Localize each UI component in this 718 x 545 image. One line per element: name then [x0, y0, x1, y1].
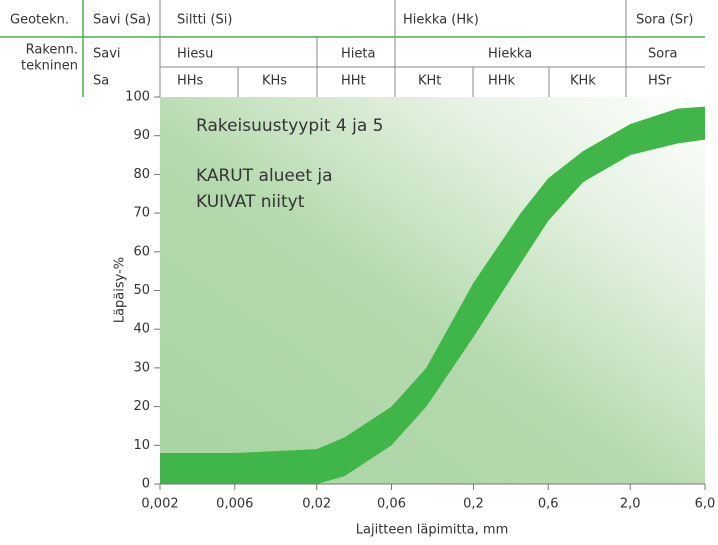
- header-class: Siltti (Si): [177, 13, 232, 28]
- x-tick-label: 6,0: [695, 497, 716, 512]
- header-abbrev: KHt: [418, 74, 441, 89]
- header-class: Sora (Sr): [636, 13, 693, 28]
- y-tick-label: 40: [133, 322, 150, 337]
- y-axis-label: Läpäisy-%: [113, 257, 128, 323]
- header-abbrev: Sa: [93, 74, 109, 89]
- header-class: Hiesu: [177, 47, 213, 62]
- annotation: Rakeisuustyypit 4 ja 5: [196, 116, 384, 136]
- annotation: KARUT alueet ja: [196, 166, 333, 186]
- header-label: Rakenn.: [26, 43, 78, 58]
- annotation: KUIVAT niityt: [196, 192, 305, 212]
- x-tick-label: 2,0: [620, 497, 641, 512]
- y-tick-label: 80: [133, 167, 150, 182]
- header-class: Hieta: [341, 47, 375, 62]
- x-tick-label: 0,06: [377, 497, 406, 512]
- y-tick-label: 10: [133, 438, 150, 453]
- y-tick-label: 90: [133, 128, 150, 143]
- x-tick-label: 0,006: [216, 497, 253, 512]
- header-lines: [0, 0, 705, 97]
- header-abbrev: KHk: [570, 74, 596, 89]
- header-abbrev: HHs: [177, 74, 204, 89]
- header-abbrev: HHt: [341, 74, 366, 89]
- x-tick-label: 0,6: [538, 497, 559, 512]
- x-tick-label: 0,02: [302, 497, 331, 512]
- y-tick-label: 20: [133, 399, 150, 414]
- header-class: Savi (Sa): [93, 13, 151, 28]
- y-tick-label: 50: [133, 283, 150, 298]
- header-abbrev: HHk: [488, 74, 516, 89]
- header-class: Sora: [648, 47, 678, 62]
- y-tick-label: 70: [133, 206, 150, 221]
- y-tick-label: 30: [133, 360, 150, 375]
- header-abbrev: HSr: [648, 74, 672, 89]
- x-tick-label: 0,002: [141, 497, 178, 512]
- header-label: Geotekn.: [10, 13, 69, 28]
- band: [160, 106, 705, 485]
- y-tick-label: 100: [125, 90, 150, 105]
- x-axis-label: Lajitteen läpimitta, mm: [356, 523, 508, 538]
- y-tick-label: 60: [133, 244, 150, 259]
- header-class: Hiekka: [488, 47, 532, 62]
- header-label: tekninen: [21, 59, 78, 74]
- x-tick-label: 0,2: [463, 497, 484, 512]
- header-class: Hiekka (Hk): [403, 13, 479, 28]
- header-class: Savi: [93, 47, 121, 62]
- header-abbrev: KHs: [262, 74, 287, 89]
- y-tick-label: 0: [142, 477, 150, 492]
